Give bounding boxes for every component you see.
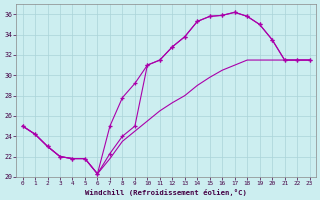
X-axis label: Windchill (Refroidissement éolien,°C): Windchill (Refroidissement éolien,°C) [85,189,247,196]
